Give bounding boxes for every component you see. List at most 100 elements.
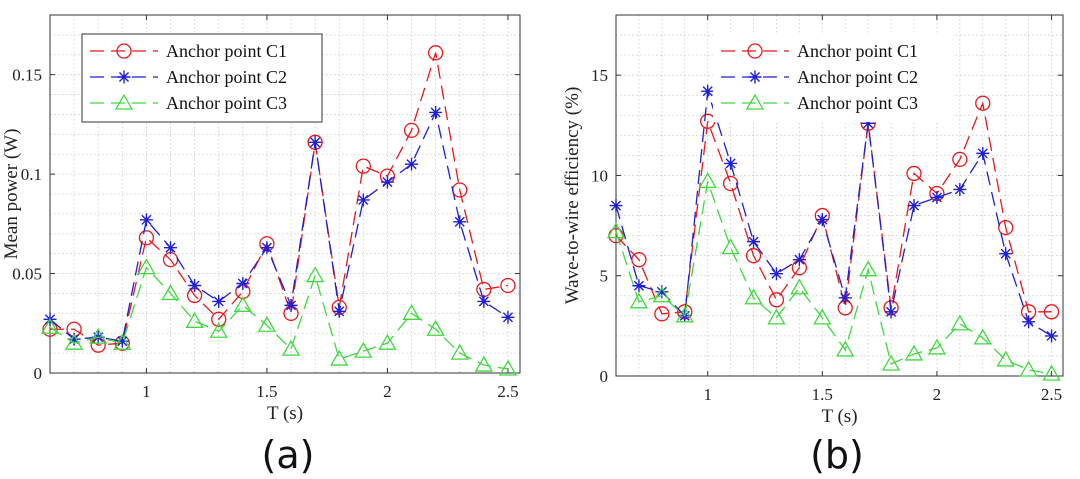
- x-axis-label: T (s): [821, 406, 857, 427]
- y-tick-label: 5: [600, 267, 609, 286]
- marker-asterisk: [632, 279, 646, 293]
- marker-triangle: [675, 306, 694, 323]
- series-line: [615, 91, 1052, 337]
- panel-label: (a): [262, 433, 315, 477]
- marker-triangle: [606, 222, 626, 239]
- marker-asterisk: [838, 291, 852, 305]
- legend: Anchor point C1 Anchor point C2 Anchor poi…: [713, 34, 953, 122]
- x-tick-label: 2.5: [1041, 385, 1062, 404]
- x-tick-label: 2: [933, 385, 942, 404]
- marker-asterisk: [792, 253, 806, 267]
- x-tick-label: 1: [142, 382, 151, 401]
- series-line: [50, 52, 509, 346]
- marker-asterisk: [260, 241, 274, 255]
- y-tick-label: 0.05: [12, 265, 42, 284]
- marker-circle: [722, 175, 739, 192]
- x-tick-label: 1.5: [812, 385, 833, 404]
- marker-triangle: [996, 350, 1015, 367]
- marker-asterisk: [188, 278, 202, 292]
- marker-circle: [427, 45, 444, 61]
- legend-box: [713, 34, 953, 122]
- marker-triangle: [745, 93, 765, 110]
- marker-asterisk: [953, 182, 967, 196]
- marker-circle: [747, 43, 763, 59]
- series-line: [49, 266, 509, 370]
- y-tick-label: 0.15: [12, 66, 42, 85]
- marker-circle: [1043, 304, 1060, 320]
- marker-circle: [116, 43, 132, 59]
- marker-circle: [403, 122, 420, 139]
- marker-circle: [975, 95, 991, 111]
- x-tick-label: 1: [703, 385, 712, 404]
- marker-asterisk: [999, 247, 1013, 261]
- marker-triangle: [881, 354, 901, 371]
- marker-triangle: [161, 284, 180, 301]
- marker-asterisk: [861, 116, 875, 130]
- series-triangle: [40, 258, 518, 376]
- marker-triangle: [378, 333, 397, 350]
- marker-asterisk: [308, 135, 322, 149]
- marker-asterisk: [1022, 315, 1036, 329]
- marker-triangle: [1019, 360, 1038, 377]
- legend-label: Anchor point C3: [797, 93, 918, 113]
- y-tick-label: 0.1: [21, 165, 42, 184]
- x-tick-label: 2.5: [497, 382, 518, 401]
- marker-asterisk: [139, 213, 153, 227]
- marker-asterisk: [930, 191, 944, 205]
- marker-triangle: [790, 278, 809, 295]
- marker-triangle: [904, 344, 924, 361]
- marker-asterisk: [501, 310, 515, 324]
- legend: Anchor point C1 Anchor point C2 Anchor poi…: [81, 33, 323, 123]
- x-tick-label: 2: [383, 382, 392, 401]
- y-tick-label: 10: [591, 166, 608, 185]
- marker-asterisk: [976, 146, 990, 160]
- axes-box: [615, 14, 1064, 377]
- marker-asterisk: [815, 213, 829, 227]
- marker-triangle: [114, 93, 134, 110]
- y-tick-label: 0: [34, 364, 43, 383]
- marker-asterisk: [212, 294, 226, 308]
- marker-asterisk: [769, 267, 783, 281]
- marker-circle: [631, 252, 647, 268]
- marker-triangle: [927, 338, 947, 355]
- legend-label: Anchor point C1: [166, 41, 287, 61]
- marker-asterisk: [453, 215, 467, 229]
- marker-triangle: [233, 296, 252, 313]
- marker-triangle: [973, 328, 992, 345]
- x-axis-label: T (s): [267, 403, 303, 424]
- legend-label: Anchor point C2: [166, 67, 287, 87]
- marker-triangle: [64, 333, 84, 350]
- marker-asterisk: [724, 156, 738, 170]
- marker-triangle: [744, 288, 763, 305]
- y-tick-label: 0: [600, 367, 609, 386]
- marker-asterisk: [284, 298, 298, 312]
- marker-asterisk: [884, 305, 898, 319]
- legend-label: Anchor point C2: [797, 67, 918, 87]
- marker-triangle: [426, 319, 445, 336]
- marker-asterisk: [477, 294, 491, 308]
- marker-circle: [211, 311, 227, 327]
- marker-triangle: [813, 308, 832, 325]
- marker-triangle: [137, 258, 156, 275]
- marker-triangle: [402, 304, 421, 320]
- marker-circle: [952, 151, 968, 168]
- marker-circle: [138, 230, 155, 246]
- marker-asterisk: [429, 105, 443, 119]
- marker-triangle: [721, 238, 740, 255]
- chart-panel-a: 1 1.5 2 2.5 0 0.05 0.1 0.15 T (s) Mean power (W) A…: [1, 14, 521, 477]
- marker-triangle: [450, 343, 469, 360]
- marker-asterisk: [405, 157, 419, 171]
- marker-asterisk: [609, 199, 623, 213]
- marker-asterisk: [747, 235, 761, 249]
- chart-panel-b: 1 1.5 2 2.5 0 5 10 15 T (s) Wave-to-wire efficien…: [562, 14, 1064, 477]
- marker-triangle: [306, 266, 325, 283]
- marker-asterisk: [164, 241, 178, 255]
- marker-triangle: [474, 355, 493, 372]
- marker-triangle: [113, 333, 132, 350]
- marker-circle: [355, 158, 371, 174]
- marker-triangle: [836, 340, 855, 357]
- marker-triangle: [629, 292, 649, 309]
- panel-label: (b): [810, 433, 864, 477]
- marker-triangle: [767, 308, 786, 325]
